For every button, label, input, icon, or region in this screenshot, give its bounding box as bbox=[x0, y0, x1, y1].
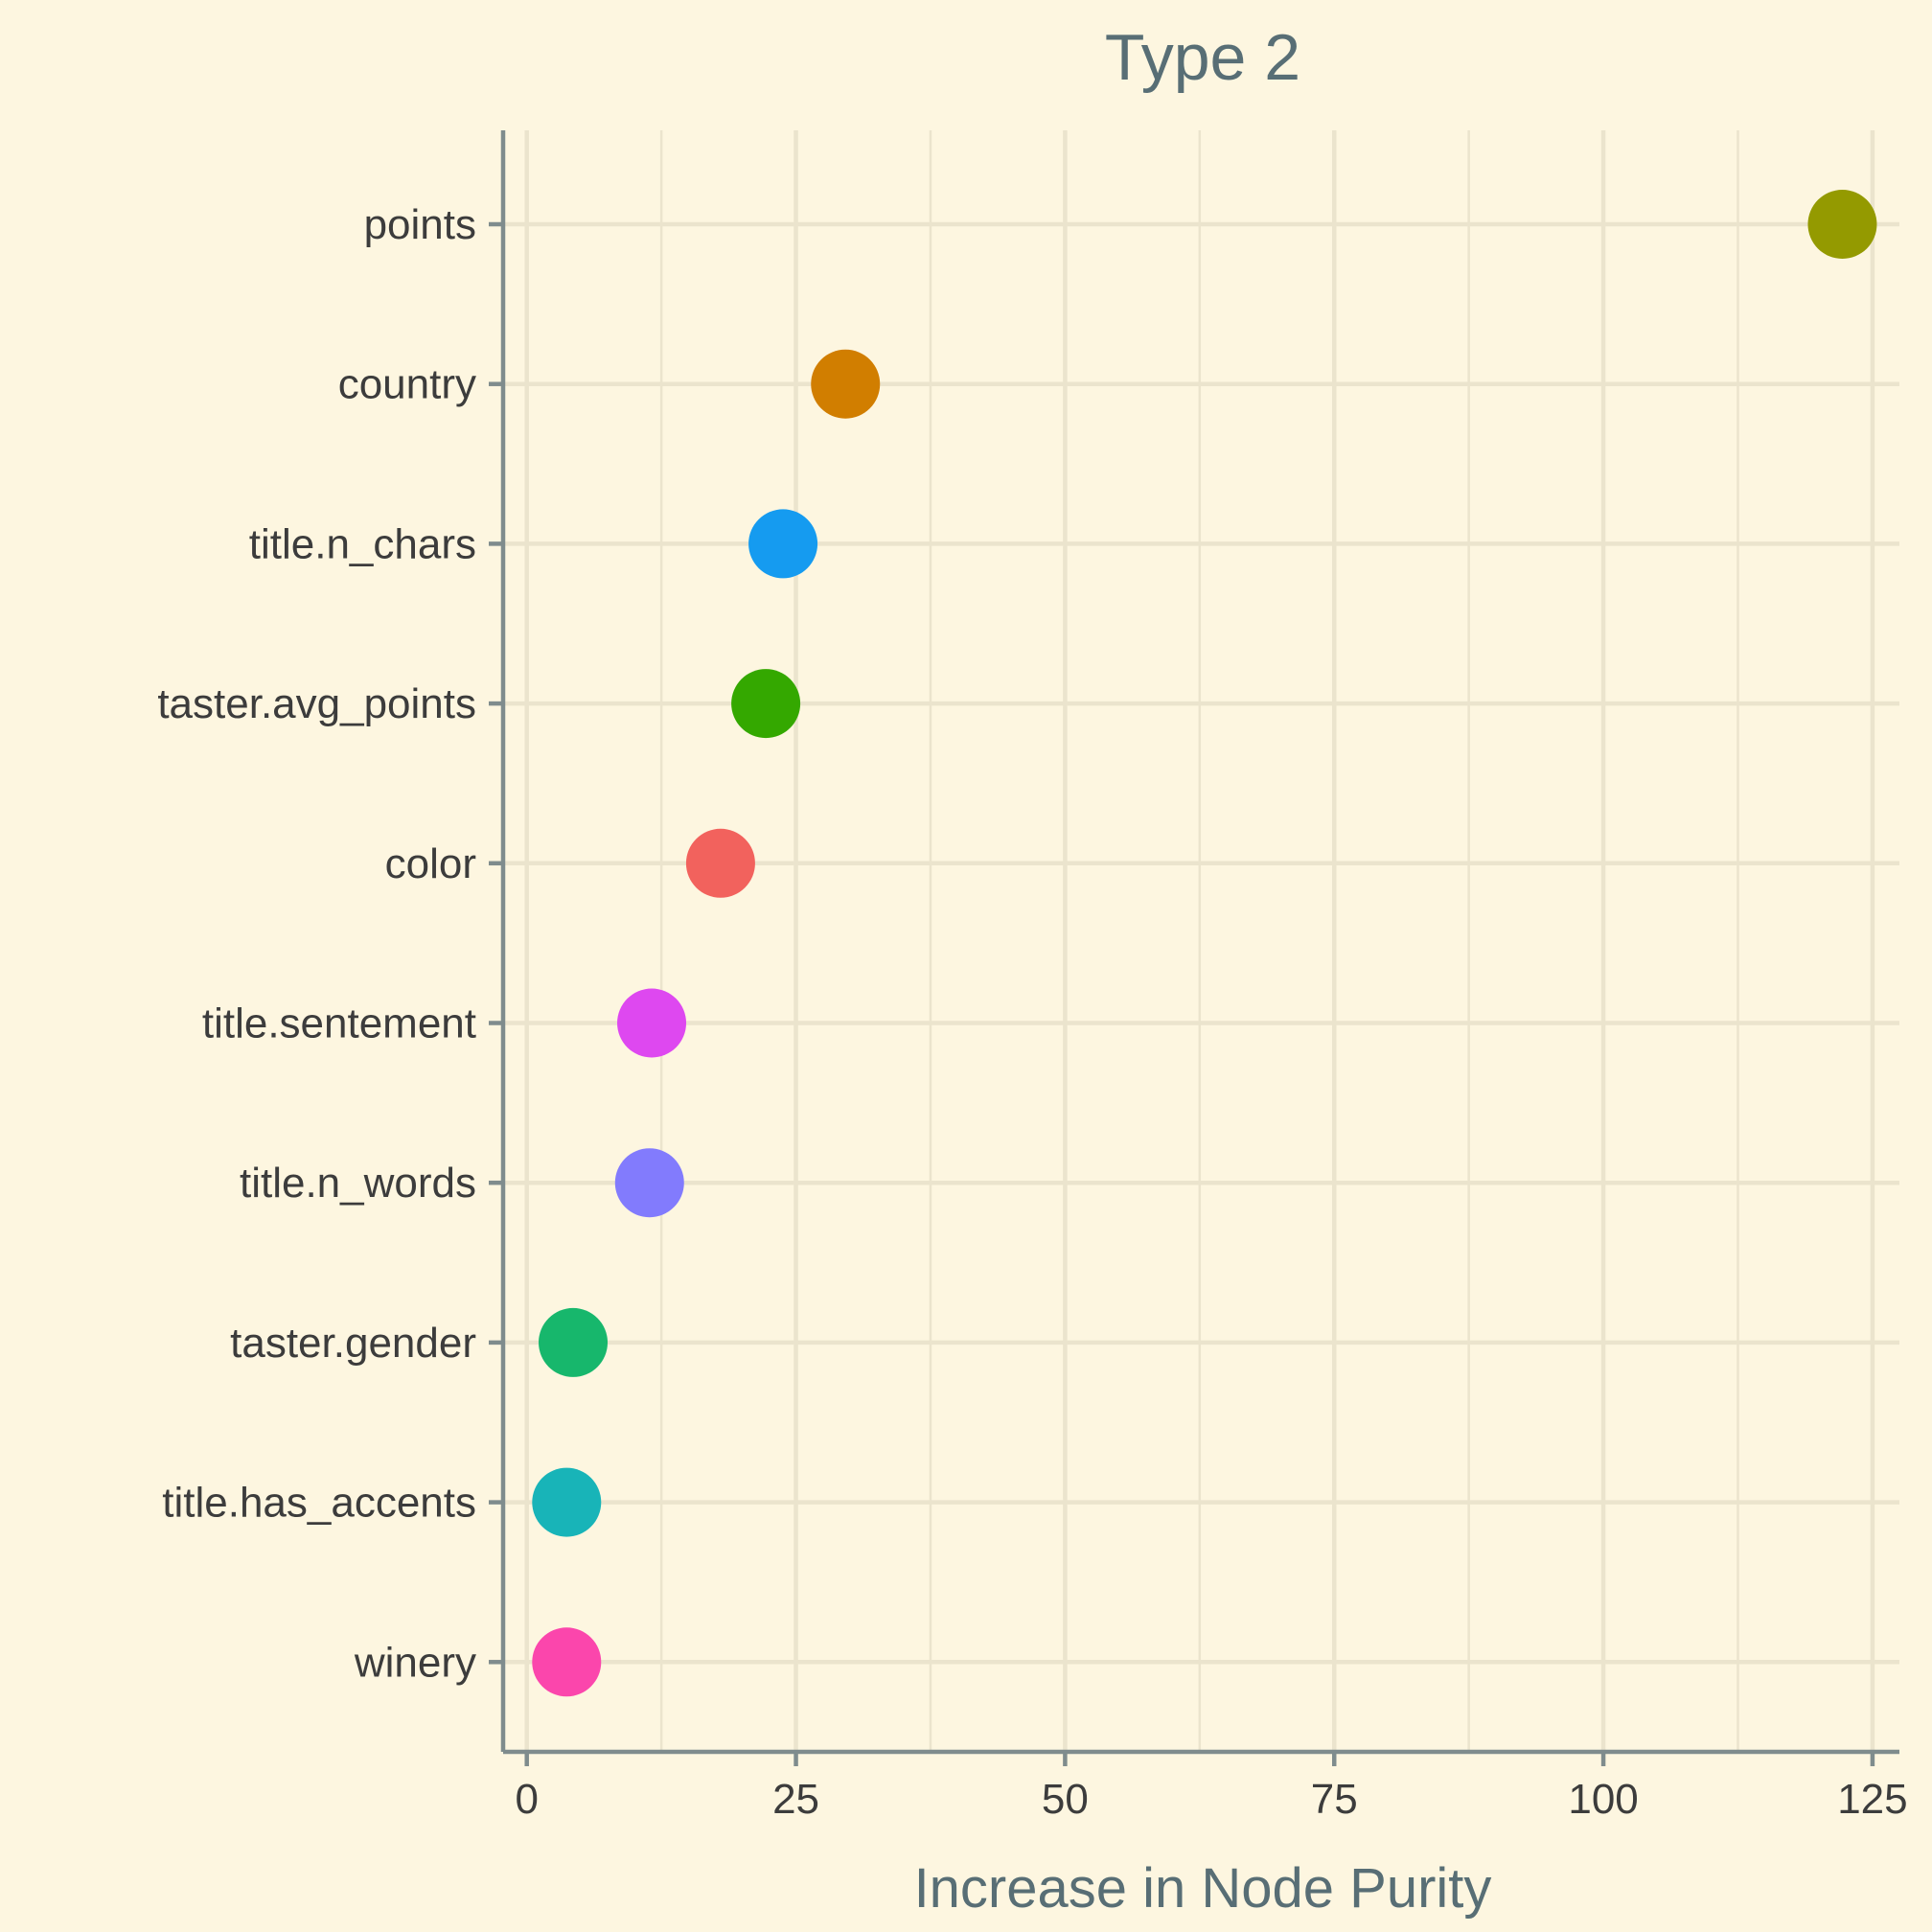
point-title.n_chars bbox=[748, 509, 818, 579]
point-points bbox=[1807, 190, 1877, 259]
point-country bbox=[811, 349, 881, 419]
y-tick-label: title.n_words bbox=[240, 1160, 476, 1207]
x-tick-label: 100 bbox=[1568, 1776, 1638, 1823]
point-title.sentement bbox=[617, 988, 687, 1058]
y-tick-label: title.n_chars bbox=[249, 520, 476, 567]
y-tick-label: winery bbox=[354, 1639, 476, 1686]
point-title.has_accents bbox=[532, 1467, 602, 1537]
point-taster.gender bbox=[539, 1307, 609, 1377]
point-title.n_words bbox=[614, 1148, 684, 1218]
x-axis-label: Increase in Node Purity bbox=[914, 1857, 1492, 1920]
x-axis-ticks: 0 25 50 75 100 125 bbox=[515, 1752, 1908, 1823]
axes bbox=[500, 130, 1899, 1755]
y-tick-label: color bbox=[385, 840, 476, 887]
y-tick-label: taster.gender bbox=[230, 1320, 476, 1367]
y-tick-label: taster.avg_points bbox=[157, 680, 476, 727]
x-tick-label: 75 bbox=[1311, 1776, 1358, 1823]
y-tick-label: title.has_accents bbox=[162, 1480, 476, 1527]
x-tick-label: 125 bbox=[1837, 1776, 1907, 1823]
grid-major bbox=[503, 130, 1899, 1752]
y-tick-label: points bbox=[364, 201, 476, 248]
y-tick-label: title.sentement bbox=[202, 1000, 476, 1047]
x-tick-label: 50 bbox=[1042, 1776, 1089, 1823]
x-tick-label: 0 bbox=[515, 1776, 538, 1823]
point-winery bbox=[532, 1627, 602, 1697]
point-color bbox=[685, 828, 755, 898]
data-points bbox=[532, 190, 1877, 1697]
grid-minor bbox=[659, 130, 1739, 1752]
y-axis-ticks: points country title.n_chars taster.avg_poi… bbox=[157, 201, 503, 1686]
chart-title: Type 2 bbox=[1105, 21, 1300, 94]
x-tick-label: 25 bbox=[772, 1776, 819, 1823]
y-tick-label: country bbox=[338, 361, 476, 408]
point-taster.avg_points bbox=[731, 669, 801, 739]
